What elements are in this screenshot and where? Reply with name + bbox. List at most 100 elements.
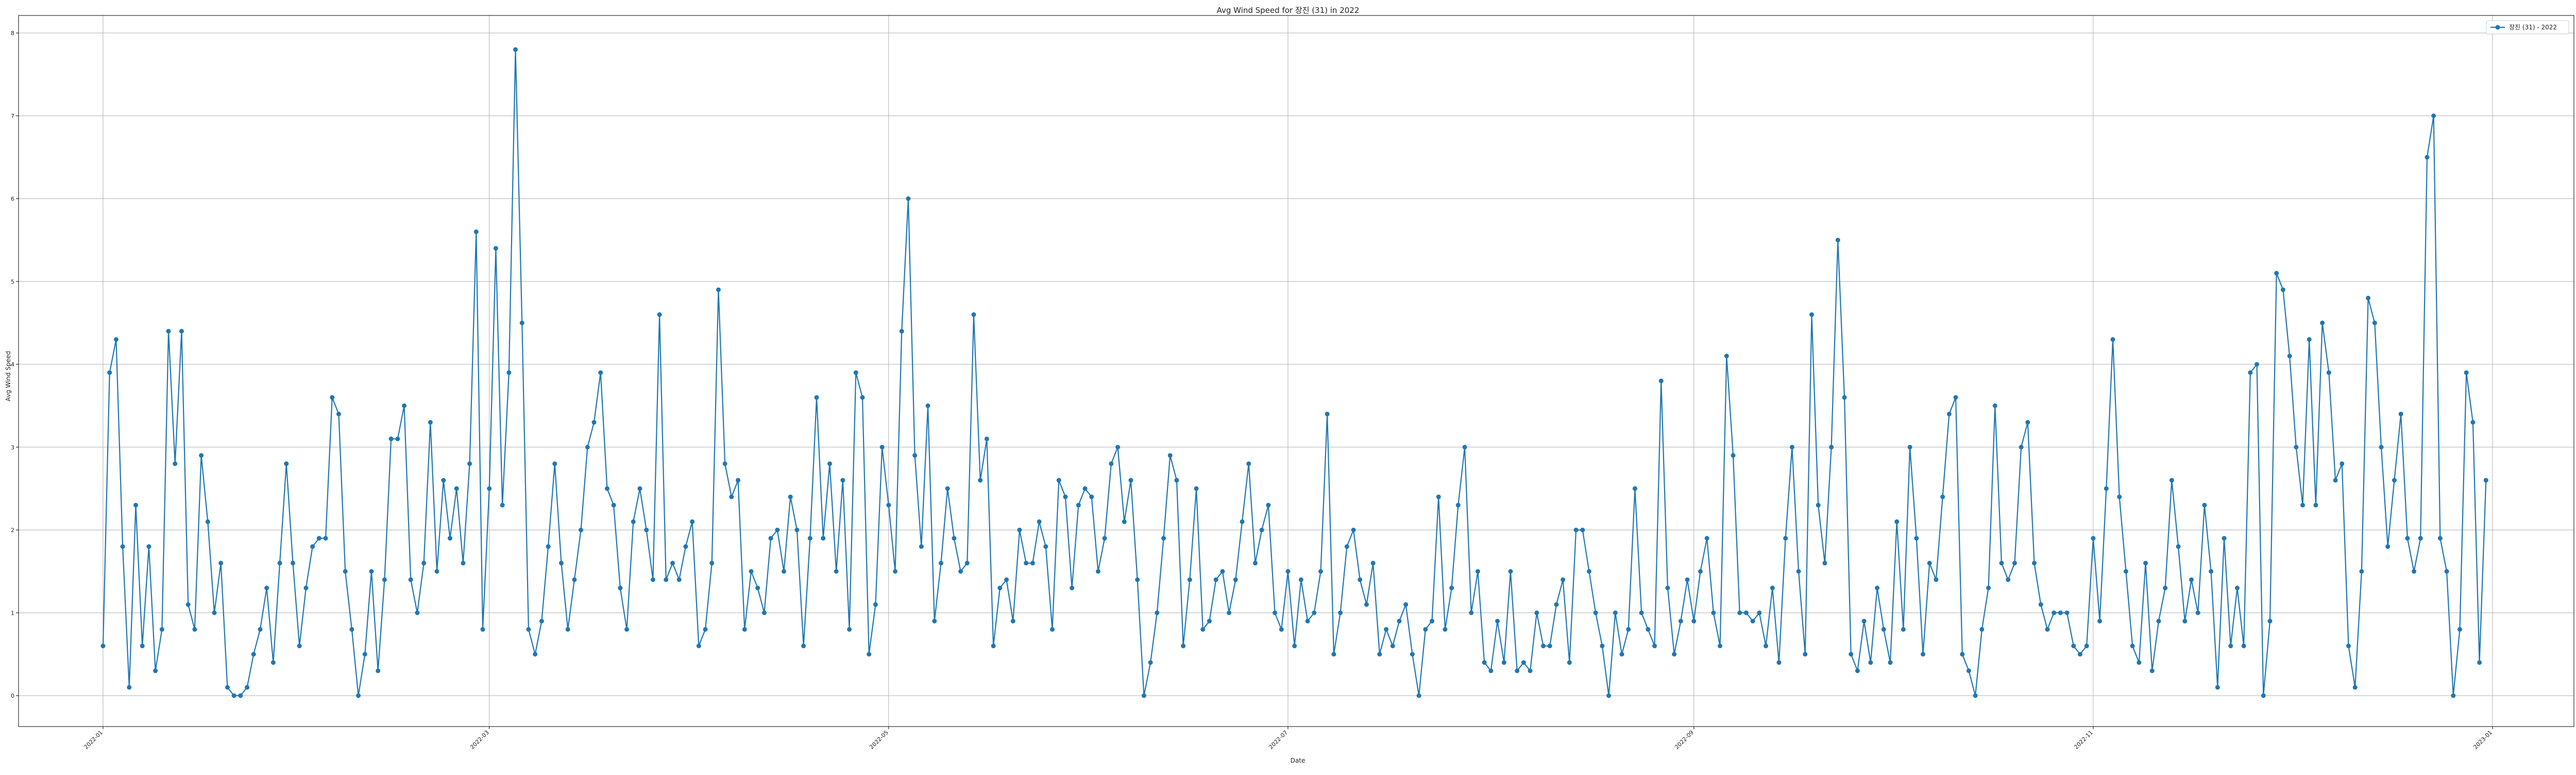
data-point — [1554, 602, 1559, 607]
data-point — [775, 528, 780, 532]
legend-marker — [2495, 25, 2500, 30]
data-point — [2372, 321, 2377, 326]
data-point — [1501, 660, 1506, 665]
data-point — [1135, 577, 1140, 582]
data-point — [2477, 660, 2482, 665]
data-point — [637, 486, 642, 491]
data-point — [461, 561, 466, 566]
data-point — [1789, 445, 1794, 450]
data-point — [1285, 569, 1291, 574]
data-point — [382, 577, 387, 582]
data-point — [886, 502, 891, 508]
data-point — [1318, 569, 1323, 574]
data-point — [1803, 652, 1808, 657]
data-point — [133, 502, 139, 508]
data-point — [558, 561, 564, 566]
y-tick-label: 8 — [11, 30, 14, 37]
data-point — [1861, 618, 1867, 624]
data-point — [2215, 685, 2220, 690]
data-point — [1344, 544, 1349, 549]
data-point — [814, 395, 819, 400]
data-point — [1482, 660, 1487, 665]
data-point — [231, 693, 236, 698]
data-point — [441, 478, 446, 483]
data-point — [2470, 420, 2476, 425]
data-point — [107, 370, 112, 375]
data-point — [467, 461, 472, 466]
data-point — [2280, 287, 2285, 292]
data-point — [291, 561, 295, 566]
data-point — [1436, 494, 1441, 499]
data-point — [1921, 652, 1925, 657]
data-point — [1246, 461, 1251, 466]
data-point — [1632, 486, 1637, 491]
y-tick-label: 0 — [11, 693, 14, 699]
data-point — [768, 536, 773, 541]
data-point — [1155, 610, 1160, 615]
data-point — [2405, 536, 2410, 541]
data-point — [173, 461, 178, 466]
data-point — [1017, 528, 1022, 532]
data-point — [650, 577, 655, 582]
data-point — [2209, 569, 2214, 574]
data-point — [2234, 585, 2240, 591]
data-point — [867, 652, 872, 657]
data-point — [1194, 486, 1199, 491]
data-point — [487, 486, 492, 491]
data-point — [316, 536, 321, 541]
data-point — [1370, 561, 1376, 566]
data-point — [1757, 610, 1762, 615]
data-point — [644, 528, 649, 532]
data-point — [1979, 627, 1985, 632]
data-point — [2333, 478, 2338, 483]
data-point — [343, 569, 348, 574]
data-point — [958, 569, 963, 574]
data-point — [2182, 618, 2188, 624]
data-point — [1305, 618, 1310, 624]
data-point — [166, 329, 171, 334]
data-point — [1743, 610, 1749, 615]
data-point — [2110, 337, 2115, 342]
data-point — [1796, 569, 1801, 574]
data-point — [434, 569, 439, 574]
data-point — [127, 685, 132, 690]
data-point — [1580, 528, 1585, 532]
data-point — [2006, 577, 2011, 582]
data-point — [1213, 577, 1218, 582]
data-point — [1292, 644, 1297, 649]
data-point — [1043, 544, 1048, 549]
data-point — [546, 544, 551, 549]
data-point — [526, 627, 531, 632]
data-point — [873, 602, 878, 607]
data-point — [755, 585, 760, 591]
data-point — [2117, 494, 2122, 499]
data-point — [1004, 577, 1009, 582]
data-point — [1475, 569, 1480, 574]
data-point — [2425, 155, 2430, 160]
data-point — [356, 693, 361, 698]
data-point — [1416, 693, 1421, 698]
data-point — [853, 370, 858, 375]
data-point — [893, 569, 898, 574]
gridlines — [19, 15, 2574, 727]
x-axis-label: Date — [1291, 757, 1306, 764]
data-point — [1698, 569, 1703, 574]
data-point — [2431, 113, 2436, 119]
data-point — [2379, 445, 2384, 450]
data-point — [1174, 478, 1179, 483]
data-point — [225, 685, 230, 690]
series-layer — [100, 47, 2488, 698]
data-point — [1273, 610, 1278, 615]
data-point — [1122, 519, 1127, 524]
data-point — [421, 561, 427, 566]
data-point — [1102, 536, 1107, 541]
data-point — [1528, 668, 1533, 673]
data-point — [1443, 627, 1448, 632]
data-point — [1999, 561, 2004, 566]
data-point — [1161, 536, 1166, 541]
data-point — [664, 577, 669, 582]
data-point — [2202, 502, 2207, 508]
data-point — [2464, 370, 2469, 375]
data-point — [1685, 577, 1690, 582]
data-point — [1888, 660, 1893, 665]
